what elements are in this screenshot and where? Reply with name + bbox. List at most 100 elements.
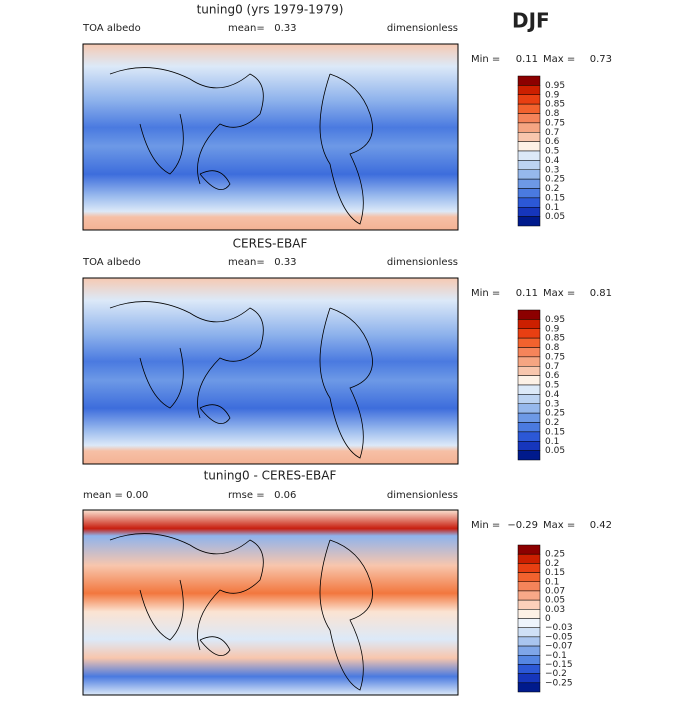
colorbar-label: 0.2 [545, 559, 559, 569]
center-label: rmse = 0.06 [228, 490, 296, 501]
colorbar-box [517, 197, 541, 208]
right-label: dimensionless [387, 257, 458, 268]
colorbar-label: 0.05 [545, 212, 565, 222]
colorbar-label: 0.15 [545, 427, 565, 437]
colorbar-box [517, 169, 541, 180]
colorbar-label: −0.2 [545, 669, 567, 679]
max-value: 0.81 [590, 288, 612, 299]
colorbar-box [517, 356, 541, 367]
panel-title: CERES-EBAF [233, 237, 308, 251]
colorbar-box [517, 141, 541, 152]
colorbar-label: −0.1 [545, 651, 567, 661]
colorbar-box [517, 328, 541, 339]
colorbar-label: 0.8 [545, 343, 560, 353]
colorbar-label: 0.05 [545, 446, 565, 456]
colorbar-label: 0.5 [545, 381, 559, 391]
colorbar-box [517, 160, 541, 170]
colorbar-label: −0.03 [545, 623, 573, 633]
left-label: TOA albedo [82, 257, 141, 268]
colorbar-box [517, 347, 541, 358]
colorbar-label: 0.07 [545, 586, 565, 596]
colorbar-label: 0.4 [545, 390, 560, 400]
left-label: mean = 0.00 [83, 490, 148, 501]
colorbar-box [517, 431, 541, 442]
colorbar-box [517, 450, 541, 461]
min-value: 0.11 [516, 54, 538, 65]
colorbar-label: 0.3 [545, 399, 559, 409]
colorbar-box [517, 412, 541, 423]
colorbar-box [517, 572, 541, 582]
colorbar-box [517, 394, 541, 404]
colorbar-box [517, 636, 541, 647]
colorbar-box [517, 207, 541, 217]
colorbar-label: 0.1 [545, 437, 559, 447]
min-label: Min = [471, 520, 500, 531]
colorbar-box [517, 590, 541, 601]
panel-title: tuning0 (yrs 1979-1979) [197, 3, 344, 17]
panel-title: tuning0 - CERES-EBAF [204, 469, 337, 483]
colorbar-box [517, 682, 541, 693]
colorbar-box [517, 618, 541, 628]
colorbar-label: 0.7 [545, 362, 559, 372]
colorbar-label: 0.1 [545, 577, 559, 587]
min-label: Min = [471, 54, 500, 65]
colorbar-label: 0.85 [545, 334, 565, 344]
colorbar-box [517, 132, 541, 142]
colorbar-label: 0.75 [545, 118, 565, 128]
colorbar-box [517, 85, 541, 95]
min-value: −0.29 [507, 520, 538, 531]
map [82, 509, 459, 696]
colorbar-label: 0.95 [545, 315, 565, 325]
coastline [109, 67, 373, 225]
colorbar-label: 0.03 [545, 605, 565, 615]
colorbar-label: 0.2 [545, 184, 559, 194]
center-label: mean= 0.33 [228, 23, 297, 34]
colorbar-box [517, 422, 541, 433]
colorbar-label: 0.8 [545, 109, 560, 119]
figure-title: DJF [512, 9, 550, 33]
colorbar-box [517, 384, 541, 395]
map [82, 277, 459, 465]
colorbar-label: 0.6 [545, 371, 560, 381]
colorbar-label: −0.05 [545, 632, 573, 642]
colorbar-box [517, 337, 541, 348]
colorbar-box [517, 178, 541, 189]
colorbar-box [517, 581, 541, 592]
colorbar-box [517, 375, 541, 386]
colorbar-box [517, 609, 541, 619]
colorbar-label: 0.3 [545, 165, 559, 175]
colorbar-label: 0.4 [545, 156, 560, 166]
coastline [109, 533, 373, 691]
colorbar-box [517, 544, 541, 555]
colorbar-box [517, 664, 541, 674]
colorbar-label: 0.25 [545, 409, 565, 419]
colorbar-label: 0.5 [545, 147, 559, 157]
colorbar-box [517, 627, 541, 638]
colorbar-label: −0.15 [545, 660, 573, 670]
colorbar-box [517, 655, 541, 665]
colorbar-box [517, 441, 541, 451]
colorbar-label: 0 [545, 614, 551, 624]
colorbar-label: 0.05 [545, 596, 565, 606]
colorbar-label: 0.25 [545, 175, 565, 185]
colorbar-label: −0.07 [545, 642, 573, 652]
min-value: 0.11 [516, 288, 538, 299]
map [82, 43, 459, 231]
colorbar-label: 0.15 [545, 568, 565, 578]
colorbar-box [517, 103, 541, 114]
colorbar-box [517, 94, 541, 105]
colorbar-box [517, 599, 541, 610]
colorbar-box [517, 319, 541, 329]
colorbar-box [517, 563, 541, 573]
colorbar-label: 0.7 [545, 128, 559, 138]
max-label: Max = [543, 520, 575, 531]
colorbar-label: 0.95 [545, 81, 565, 91]
colorbar-label: 0.1 [545, 203, 559, 213]
max-value: 0.73 [590, 54, 612, 65]
coastline [109, 301, 373, 459]
min-label: Min = [471, 288, 500, 299]
left-label: TOA albedo [82, 23, 141, 34]
colorbar-label: 0.85 [545, 100, 565, 110]
colorbar-label: 0.2 [545, 418, 559, 428]
right-label: dimensionless [387, 23, 458, 34]
